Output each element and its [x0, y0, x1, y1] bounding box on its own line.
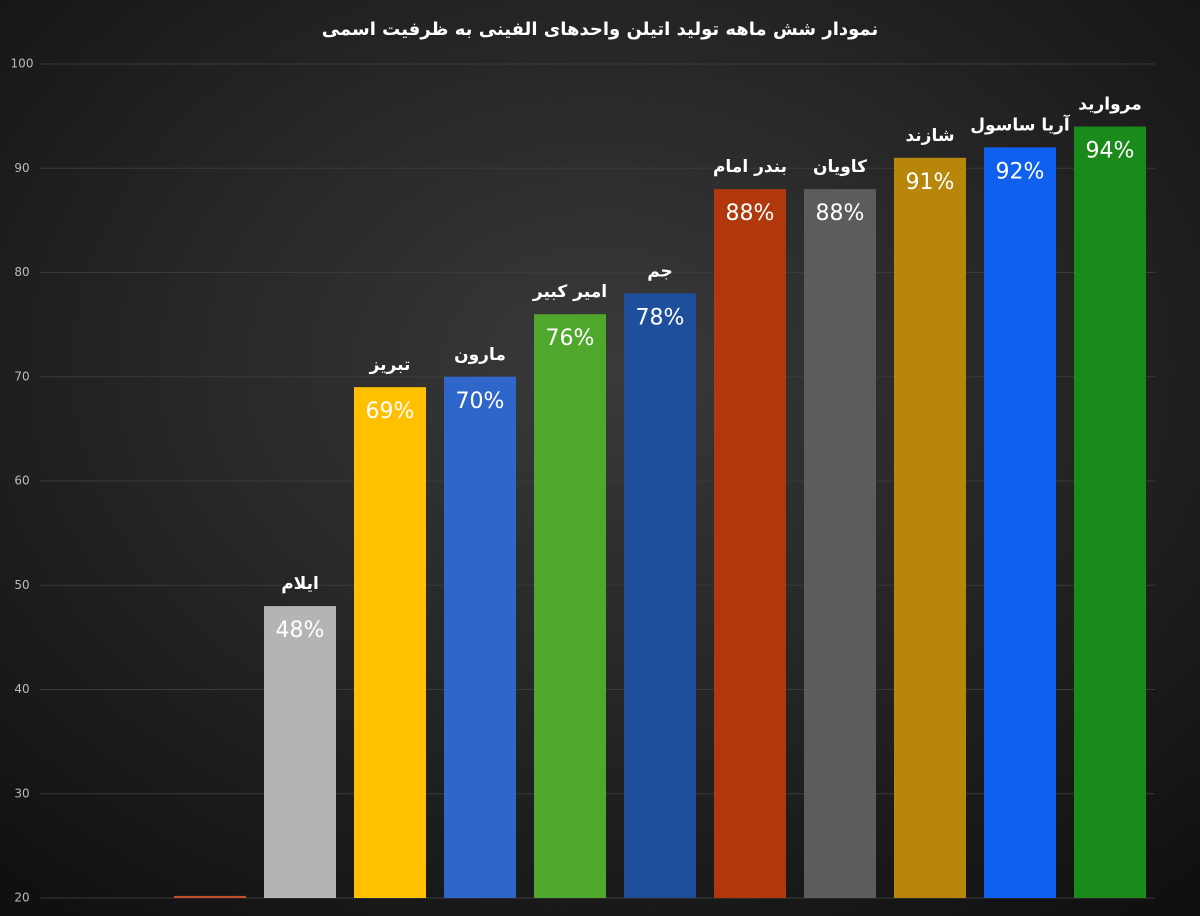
category-label: مروارید: [1078, 95, 1141, 115]
y-tick-label: 70: [14, 369, 29, 383]
bar: [1074, 126, 1146, 899]
value-label: 94%: [1086, 139, 1135, 164]
category-label: بندر امام: [713, 157, 787, 177]
value-label: 91%: [906, 170, 955, 195]
category-label: امیر کبیر: [532, 282, 607, 302]
y-tick-label: 80: [14, 265, 29, 279]
y-tick-label: 40: [14, 682, 29, 696]
category-label: شازند: [905, 126, 954, 146]
value-label: 69%: [366, 399, 415, 424]
bar: [444, 376, 516, 898]
category-label: کاویان: [813, 157, 867, 177]
y-tick-label: 90: [14, 161, 29, 175]
y-tick-label: 60: [14, 474, 29, 488]
y-tick-label: 30: [14, 786, 29, 800]
value-label: 76%: [546, 326, 595, 351]
bar: [804, 189, 876, 899]
value-label: 92%: [996, 159, 1045, 184]
value-label: 88%: [816, 201, 865, 226]
y-tick-label: 20: [14, 891, 29, 905]
bar: [354, 387, 426, 898]
value-label: 48%: [276, 618, 325, 643]
bar: [714, 189, 786, 899]
value-label: 88%: [726, 201, 775, 226]
value-label: 78%: [636, 305, 685, 330]
y-tick-label: 50: [14, 578, 29, 592]
category-label: مارون: [454, 345, 506, 365]
bar: [894, 157, 966, 898]
category-label: آریا ساسول: [970, 113, 1071, 135]
bar: [984, 147, 1056, 898]
category-label: جم: [647, 261, 673, 281]
chart-title: نمودار شش ماهه تولید اتیلن واحدهای الفین…: [322, 19, 879, 40]
category-label: تبریز: [369, 355, 411, 375]
bar: [174, 895, 246, 898]
bar: [264, 606, 336, 898]
category-label: ایلام: [281, 574, 319, 594]
y-tick-label: 100: [11, 57, 34, 71]
bar: [534, 314, 606, 898]
bar: [624, 293, 696, 899]
value-label: 70%: [456, 389, 505, 414]
